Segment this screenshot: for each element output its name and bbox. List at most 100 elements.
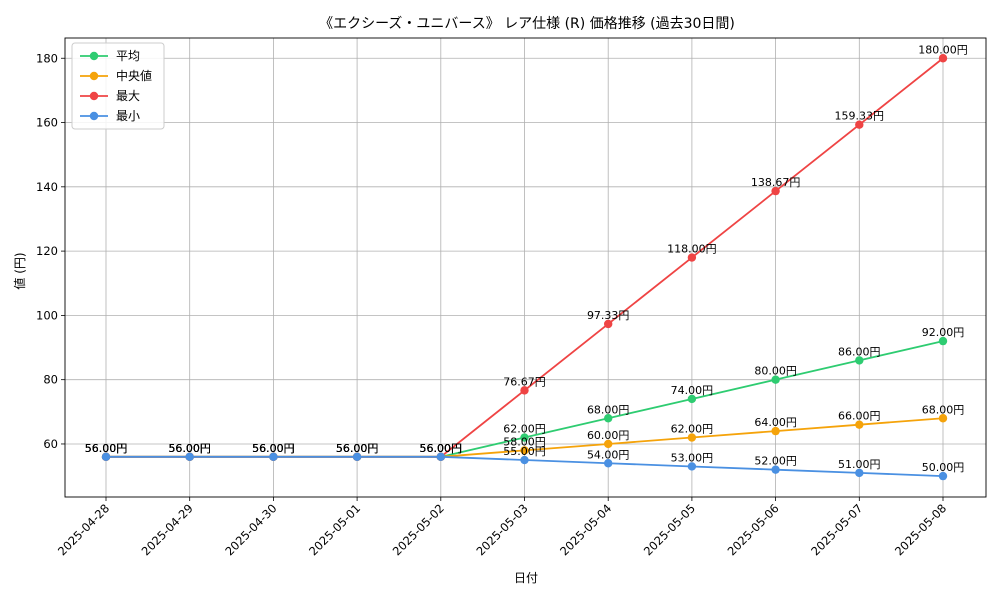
- legend-entry: 最大: [116, 89, 140, 103]
- data-point: [771, 426, 780, 436]
- data-label: 56.00円: [336, 442, 379, 455]
- data-point: [938, 471, 948, 481]
- data-label: 55.00円: [503, 445, 546, 458]
- data-label: 56.00円: [336, 442, 379, 455]
- data-label: 76.67円: [503, 375, 546, 388]
- legend-swatch-marker: [89, 111, 99, 121]
- x-tick-label: 2025-05-03: [473, 501, 530, 558]
- x-tick-label: 2025-05-06: [725, 501, 782, 558]
- legend-entry: 最小: [116, 109, 140, 123]
- data-label: 56.00円: [252, 442, 295, 455]
- y-tick-label: 160: [36, 116, 58, 130]
- x-tick-label: 2025-05-04: [557, 501, 614, 558]
- data-label: 53.00円: [671, 451, 714, 464]
- data-label: 56.00円: [85, 442, 128, 455]
- data-point: [938, 54, 948, 63]
- data-label: 56.00円: [168, 442, 211, 455]
- data-label: 58.00円: [503, 435, 546, 448]
- data-label: 74.00円: [671, 384, 714, 397]
- data-label: 68.00円: [922, 403, 965, 416]
- data-label: 50.00円: [922, 461, 965, 474]
- data-label: 54.00円: [587, 448, 630, 461]
- data-point: [604, 414, 613, 423]
- data-label: 56.00円: [168, 442, 211, 455]
- data-point: [520, 446, 529, 455]
- data-label: 92.00円: [922, 326, 965, 339]
- data-point: [687, 433, 697, 442]
- data-point: [604, 439, 613, 449]
- x-tick-label: 2025-05-01: [306, 501, 363, 558]
- data-label: 56.00円: [85, 442, 128, 455]
- legend-swatch-marker: [89, 91, 99, 101]
- data-label: 64.00円: [754, 416, 797, 429]
- data-label: 62.00円: [671, 423, 714, 436]
- data-point: [604, 459, 613, 468]
- data-point: [352, 452, 362, 462]
- data-point: [520, 455, 529, 465]
- data-point: [771, 186, 780, 196]
- data-point: [855, 420, 864, 429]
- data-point: [185, 452, 194, 462]
- data-label: 56.00円: [336, 442, 379, 455]
- y-tick-label: 180: [36, 51, 58, 65]
- x-tick-label: 2025-05-08: [892, 501, 949, 558]
- data-point: [101, 452, 111, 462]
- data-point: [855, 468, 864, 478]
- data-point: [938, 336, 948, 346]
- x-tick-label: 2025-04-29: [139, 501, 196, 558]
- data-point: [687, 253, 697, 262]
- x-tick-label: 2025-04-28: [55, 501, 112, 558]
- data-point: [771, 465, 780, 474]
- data-label: 52.00円: [754, 455, 797, 468]
- data-point: [269, 452, 278, 462]
- data-label: 56.00円: [85, 442, 128, 455]
- data-point: [771, 375, 780, 384]
- data-point: [687, 394, 697, 404]
- data-label: 56.00円: [420, 442, 463, 455]
- data-label: 62.00円: [503, 423, 546, 436]
- data-label: 56.00円: [252, 442, 295, 455]
- legend-entry: 中央値: [116, 68, 152, 83]
- chart-title: 《エクシーズ・ユニバース》 レア仕様 (R) 価格推移 (過去30日間): [319, 16, 735, 32]
- x-tick-label: 2025-05-07: [808, 501, 865, 558]
- data-point: [687, 462, 697, 471]
- data-label: 138.67円: [751, 176, 801, 189]
- data-label: 180.00円: [918, 43, 968, 56]
- data-label: 56.00円: [252, 442, 295, 455]
- y-tick-label: 60: [43, 437, 58, 451]
- data-point: [938, 414, 948, 423]
- data-point: [520, 386, 529, 395]
- data-label: 56.00円: [420, 442, 463, 455]
- x-tick-label: 2025-04-30: [222, 501, 279, 558]
- data-label: 60.00円: [587, 429, 630, 442]
- y-tick-label: 120: [36, 244, 58, 258]
- y-tick-label: 80: [43, 373, 58, 387]
- data-point: [855, 356, 864, 365]
- data-label: 86.00円: [838, 345, 881, 358]
- data-label: 159.33円: [835, 110, 885, 123]
- data-label: 51.00円: [838, 458, 881, 471]
- x-axis-label: 日付: [514, 571, 538, 585]
- data-label: 56.00円: [420, 442, 463, 455]
- data-label: 56.00円: [168, 442, 211, 455]
- data-label: 56.00円: [168, 442, 211, 455]
- data-point: [436, 452, 445, 462]
- x-tick-label: 2025-05-05: [641, 501, 698, 558]
- data-label: 80.00円: [754, 365, 797, 378]
- legend-swatch-marker: [89, 71, 99, 81]
- data-label: 66.00円: [838, 410, 881, 423]
- data-point: [604, 319, 613, 329]
- legend-swatch-marker: [89, 51, 99, 61]
- data-label: 56.00円: [420, 442, 463, 455]
- data-point: [520, 433, 529, 442]
- data-label: 56.00円: [252, 442, 295, 455]
- y-tick-label: 100: [36, 308, 58, 322]
- y-tick-label: 140: [36, 180, 58, 194]
- y-axis-label: 値 (円): [12, 252, 27, 289]
- x-tick-label: 2025-05-02: [390, 501, 447, 558]
- data-label: 56.00円: [85, 442, 128, 455]
- legend-entry: 平均: [116, 49, 140, 63]
